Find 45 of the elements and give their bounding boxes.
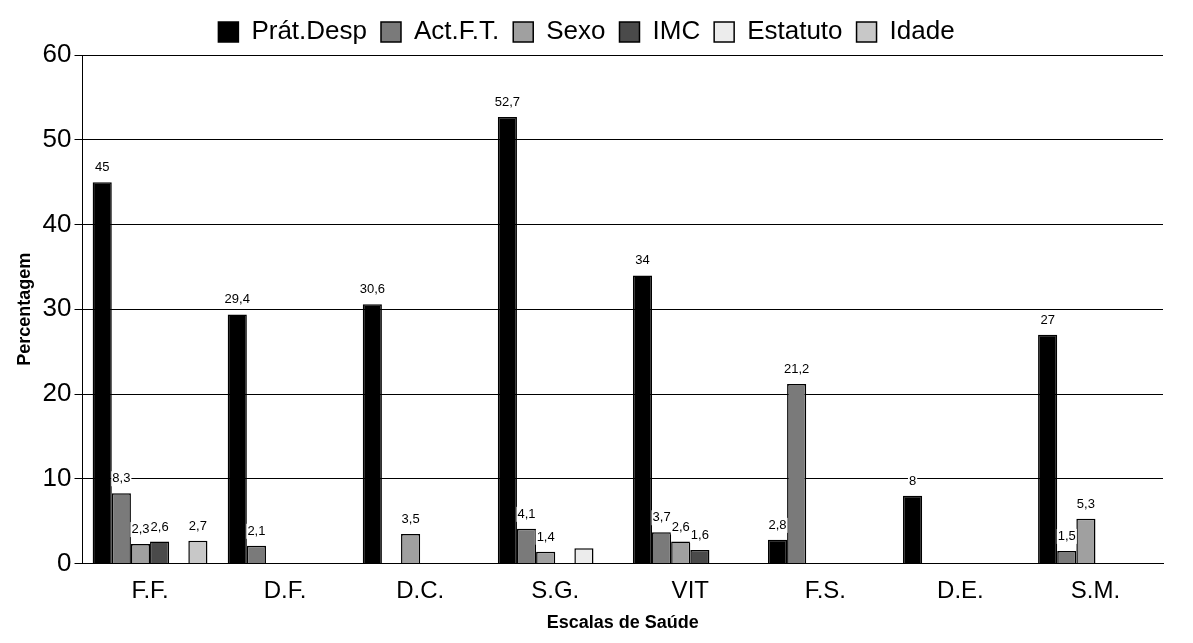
data-label: 52,7 (494, 93, 521, 109)
x-axis-title: Escalas de Saúde (546, 612, 699, 633)
y-tick-label: 60 (42, 38, 72, 69)
y-tick-label: 40 (42, 207, 72, 238)
data-label: 8,3 (112, 470, 131, 486)
y-tick-label: 0 (57, 546, 72, 577)
data-label: 29,4 (224, 291, 250, 307)
data-label: 2,6 (671, 518, 690, 534)
x-tick-label: VIT (671, 575, 710, 603)
data-label: 2,3 (131, 521, 150, 537)
data-label: 27 (1040, 311, 1055, 327)
y-axis-title: Percentagem (13, 252, 34, 366)
data-label: 2,1 (247, 522, 266, 538)
data-label: 45 (94, 159, 110, 175)
x-tick-label: D.C. (396, 575, 445, 603)
y-tick-label: 10 (42, 462, 72, 493)
data-label: 1,5 (1057, 527, 1076, 543)
data-label: 2,8 (768, 516, 787, 532)
data-label: 2,6 (150, 518, 169, 534)
legend-label: Sexo (546, 15, 606, 46)
x-tick-label: S.M. (1070, 575, 1121, 603)
legend-label: Prát.Desp (251, 15, 367, 46)
legend-label: IMC (652, 15, 701, 46)
x-tick-label: D.E. (937, 575, 984, 603)
data-label: 3,5 (401, 511, 420, 527)
data-label: 1,4 (536, 528, 555, 544)
legend-label: Act.F.T. (414, 15, 500, 46)
y-tick-label: 30 (42, 292, 72, 323)
x-tick-label: F.F. (131, 575, 169, 603)
y-tick-label: 20 (42, 377, 72, 408)
data-label: 2,7 (188, 517, 207, 533)
x-tick-label: S.G. (531, 575, 580, 603)
data-label: 21,2 (783, 360, 810, 376)
data-label: 3,7 (652, 509, 671, 525)
x-tick-label: D.F. (263, 575, 307, 603)
legend-label: Idade (889, 15, 955, 46)
legend-label: Estatuto (747, 15, 843, 46)
data-label: 34 (635, 252, 650, 268)
data-label: 5,3 (1076, 495, 1095, 511)
x-tick-label: F.S. (804, 575, 847, 603)
data-label: 30,6 (359, 281, 385, 297)
data-label: 8 (908, 472, 917, 488)
y-tick-label: 50 (42, 122, 72, 153)
data-label: 4,1 (517, 505, 536, 521)
data-label: 1,6 (690, 527, 709, 543)
